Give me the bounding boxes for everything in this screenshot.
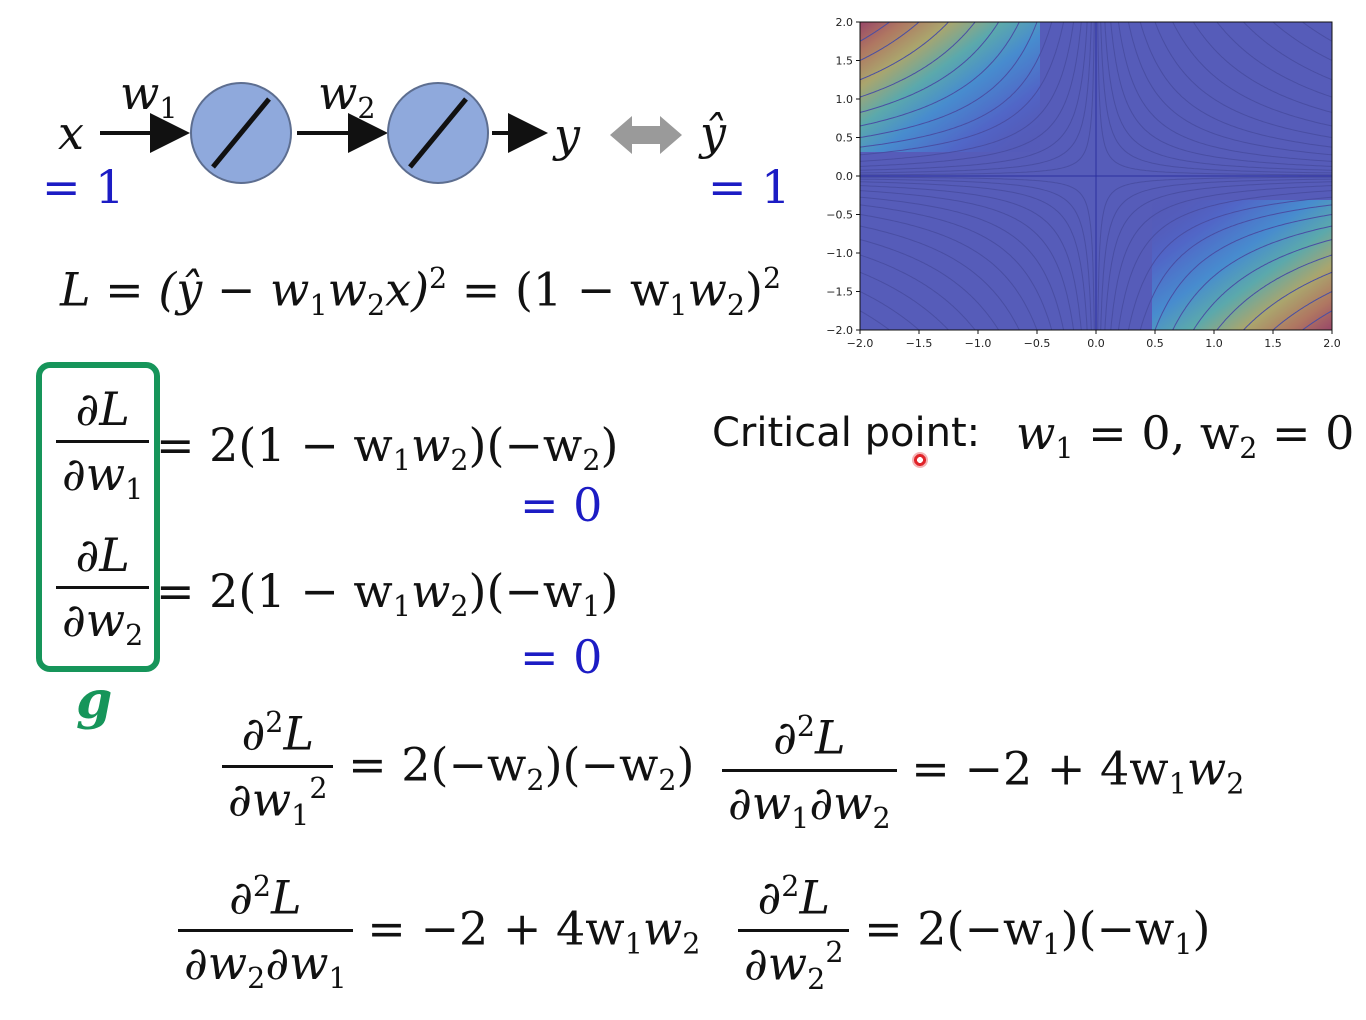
y-tick-label: 1.5 [836, 55, 854, 68]
y-tick-label: −1.0 [826, 247, 853, 260]
x-tick-label: 0.0 [1087, 337, 1105, 350]
output-y: y [554, 108, 580, 162]
dL-dw1-fraction: ∂L ∂w1 [56, 382, 150, 506]
x-tick-label: 0.5 [1146, 337, 1164, 350]
target-yhat: ŷ [700, 106, 726, 160]
y-tick-label: 2.0 [836, 16, 854, 29]
dL-dw1-rhs: = 2(1 − w1w2)(−w2) [156, 418, 619, 478]
x-tick-label: 1.5 [1264, 337, 1282, 350]
contour-svg: −2.0 −1.5 −1.0 −0.5 0.0 0.5 1.0 1.5 2.0 2.0 1.5 1.0… [826, 16, 1341, 350]
critical-point-equation: w1 = 0, w2 = 0 [1016, 406, 1355, 466]
y-tick-label: 0.5 [836, 132, 854, 145]
gradient-box [36, 362, 160, 672]
contour-plot: −2.0 −1.5 −1.0 −0.5 0.0 0.5 1.0 1.5 2.0 2.0 1.5 1.0… [810, 10, 1350, 360]
hessian-h11: ∂2L ∂w12 = 2(−w2)(−w2) [222, 706, 694, 831]
dL-dw2-zero: = 0 [520, 630, 603, 684]
hessian-h21: ∂2L ∂w2∂w1 = −2 + 4w1w2 [178, 870, 700, 995]
dL-dw1-zero: = 0 [520, 478, 603, 532]
network-svg [100, 82, 548, 184]
x-tick-label: −1.5 [906, 337, 933, 350]
y-tick-label: −1.5 [826, 286, 853, 299]
x-tick-label: 1.0 [1205, 337, 1223, 350]
cursor-pointer-icon [912, 452, 928, 468]
y-tick-label: −0.5 [826, 209, 853, 222]
critical-point-label: Critical point: [712, 410, 981, 456]
hessian-h22: ∂2L ∂w22 = 2(−w1)(−w1) [738, 870, 1210, 995]
input-x-value: = 1 [42, 160, 125, 214]
x-tick-label: 2.0 [1323, 337, 1341, 350]
gradient-label-g: g [76, 670, 113, 731]
loss-equation: L = (ŷ − w1w2x)2 = (1 − w1w2)2 [60, 262, 782, 322]
neuron-1-linear-icon [211, 97, 271, 169]
input-x: x [58, 106, 84, 160]
dL-dw2-rhs: = 2(1 − w1w2)(−w1) [156, 564, 619, 624]
x-tick-label: −2.0 [847, 337, 874, 350]
x-tick-label: −0.5 [1024, 337, 1051, 350]
target-yhat-value: = 1 [708, 160, 791, 214]
dL-dw2-fraction: ∂L ∂w2 [56, 528, 150, 652]
double-arrow-icon [610, 116, 682, 154]
y-tick-label: −2.0 [826, 324, 853, 337]
hessian-h12: ∂2L ∂w1∂w2 = −2 + 4w1w2 [722, 710, 1244, 835]
y-tick-label: 0.0 [836, 170, 854, 183]
x-tick-label: −1.0 [965, 337, 992, 350]
neuron-2-linear-icon [408, 97, 468, 169]
y-tick-label: 1.0 [836, 93, 854, 106]
